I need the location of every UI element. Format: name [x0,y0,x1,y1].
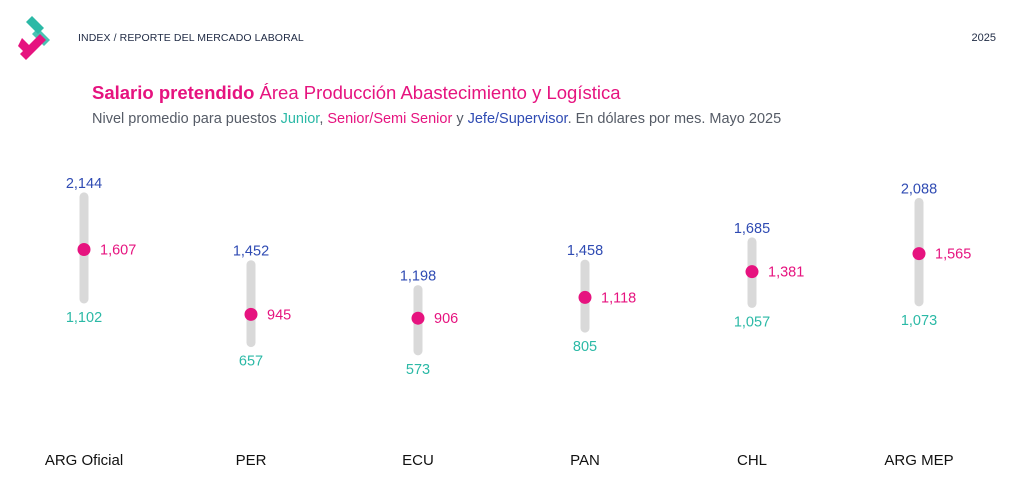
category-label: ECU [402,452,434,469]
senior-dot [912,247,926,261]
senior-dot [244,307,258,321]
senior-value-label: 906 [434,311,458,327]
category-label: ARG Oficial [44,452,124,469]
junior-value-label: 657 [239,354,263,370]
brand-logo [18,16,50,60]
senior-dot [745,265,759,279]
senior-value-label: 945 [267,307,291,323]
jefe-value-label: 1,452 [233,244,269,260]
senior-value-label: 1,381 [768,265,804,281]
category-label: CHL [736,452,768,469]
category-label: PER [235,452,267,469]
senior-dot [578,290,592,304]
chart-title-rest: Área Producción Abastecimiento y Logísti… [254,82,621,103]
chart-subtitle: Nivel promedio para puestos Junior, Seni… [92,111,781,127]
report-year: 2025 [971,32,996,44]
subtitle-prefix: Nivel promedio para puestos [92,111,281,127]
jefe-value-label: 1,458 [567,243,603,259]
junior-value-label: 573 [406,362,430,378]
jefe-value-label: 2,144 [66,176,102,192]
junior-value-label: 805 [573,339,597,355]
junior-value-label: 1,102 [66,310,102,326]
chart-title: Salario pretendido Área Producción Abast… [92,82,621,104]
legend-senior: Senior/Semi Senior [327,111,453,127]
senior-value-label: 1,118 [601,290,636,306]
jefe-value-label: 1,685 [734,221,770,237]
jefe-value-label: 1,198 [400,269,436,285]
subtitle-sep2: y [452,111,468,127]
chart-title-bold: Salario pretendido [92,82,255,103]
legend-junior: Junior [280,111,320,127]
senior-dot [411,311,425,325]
subtitle-sep1: , [319,111,328,127]
legend-jefe: Jefe/Supervisor [467,111,568,127]
senior-value-label: 1,565 [935,247,971,263]
junior-value-label: 1,073 [901,313,937,329]
category-label: ARG MEP [884,452,954,469]
category-label: PAN [570,452,600,469]
breadcrumb: INDEX / REPORTE DEL MERCADO LABORAL [78,32,304,44]
senior-dot [77,243,91,257]
jefe-value-label: 2,088 [901,181,937,197]
subtitle-suffix: . En dólares por mes. Mayo 2025 [567,111,782,127]
senior-value-label: 1,607 [100,243,136,259]
junior-value-label: 1,057 [734,314,770,330]
